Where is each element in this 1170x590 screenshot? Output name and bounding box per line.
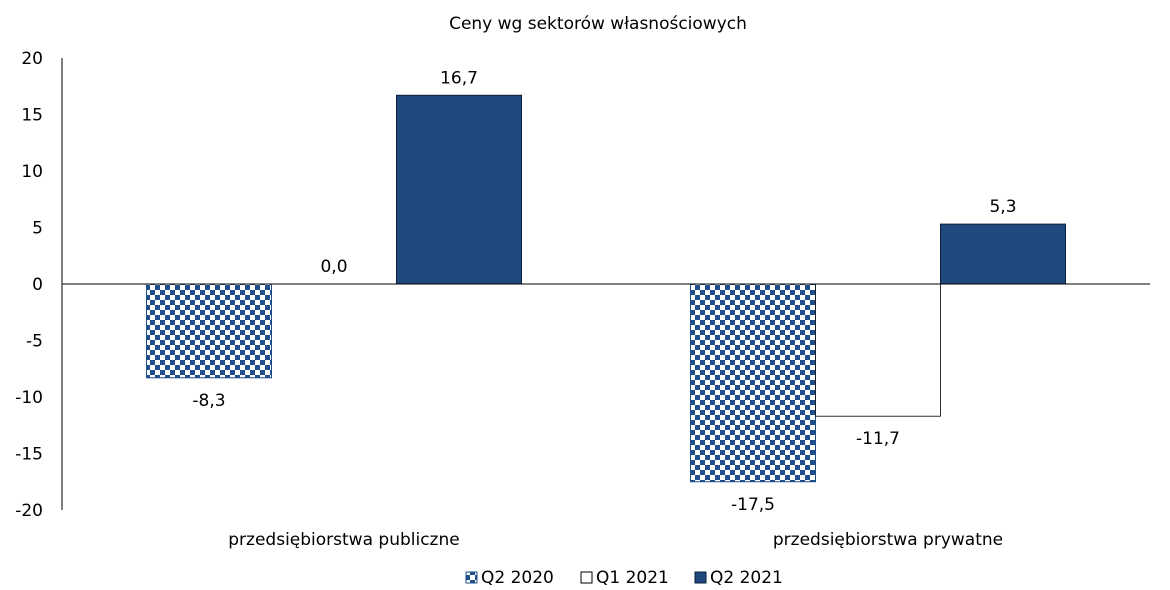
y-tick-label: 15	[21, 106, 43, 126]
legend: Q2 2020 Q1 2021 Q2 2021	[465, 568, 783, 588]
y-tick-label: -20	[15, 501, 43, 521]
y-tick-label: -5	[26, 332, 43, 352]
data-label: 5,3	[989, 197, 1016, 217]
legend-swatch-q2-2021	[694, 571, 707, 584]
bar-q2-2020	[690, 283, 816, 483]
y-tick-label: 20	[21, 49, 43, 69]
data-label: 0,0	[320, 257, 347, 277]
legend-label: Q2 2020	[481, 568, 554, 588]
data-label: -11,7	[856, 429, 900, 449]
data-label: 16,7	[440, 68, 478, 88]
bar-q2-2021	[396, 94, 522, 285]
y-tick-label: -10	[15, 388, 43, 408]
data-label: -8,3	[192, 391, 225, 411]
x-category-label: przedsiębiorstwa prywatne	[773, 530, 1003, 550]
bar-q1-2021	[815, 283, 941, 417]
y-tick-label: 0	[32, 275, 43, 295]
data-label: -17,5	[731, 495, 775, 515]
legend-label: Q1 2021	[596, 568, 669, 588]
y-tick-label: 5	[32, 219, 43, 239]
legend-swatch-q2-2020	[465, 571, 478, 584]
legend-swatch-q1-2021	[580, 571, 593, 584]
bar-q2-2021	[940, 223, 1066, 285]
plot-area: 20 15 10 5 0 -5 -10 -15 -20 -8,3 -17,5 0,0 -11,7 16,7…	[15, 49, 1150, 550]
x-category-label: przedsiębiorstwa publiczne	[228, 530, 459, 550]
chart-title: Ceny wg sektorów własnościowych	[449, 14, 747, 34]
bar-q2-2020	[146, 283, 272, 379]
legend-label: Q2 2021	[710, 568, 783, 588]
y-tick-label: -15	[15, 445, 43, 465]
y-tick-label: 10	[21, 162, 43, 182]
